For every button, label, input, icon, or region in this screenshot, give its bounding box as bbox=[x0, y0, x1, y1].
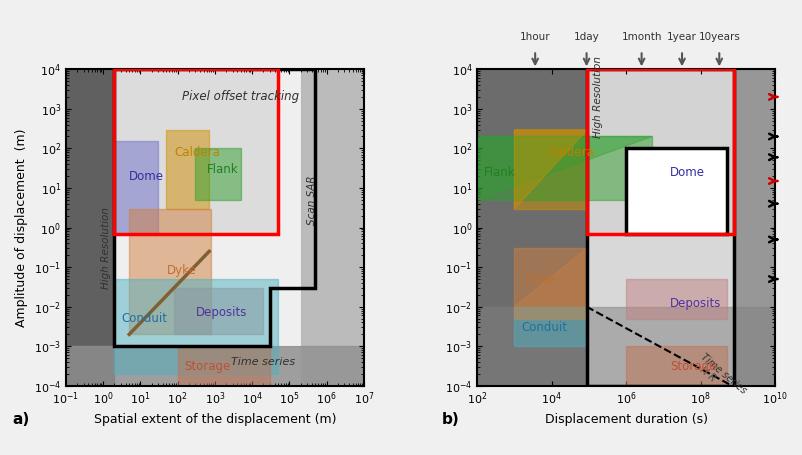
Bar bbox=[514, 130, 586, 209]
Polygon shape bbox=[514, 130, 586, 209]
Bar bbox=[626, 152, 726, 200]
Bar bbox=[66, 69, 114, 386]
Text: Storage: Storage bbox=[669, 360, 715, 374]
Bar bbox=[114, 142, 158, 234]
Text: b): b) bbox=[441, 412, 459, 427]
Bar bbox=[129, 209, 211, 334]
Y-axis label: Amplitude of displacement  (m): Amplitude of displacement (m) bbox=[15, 128, 28, 327]
X-axis label: Spatial extent of the displacement (m): Spatial extent of the displacement (m) bbox=[94, 413, 336, 426]
Bar bbox=[166, 130, 209, 209]
Text: Flank: Flank bbox=[483, 166, 515, 179]
Text: Dome: Dome bbox=[669, 166, 704, 179]
Text: a): a) bbox=[12, 412, 30, 427]
Bar bbox=[195, 148, 241, 200]
Text: Dyke: Dyke bbox=[525, 273, 555, 286]
Bar bbox=[114, 69, 300, 346]
Text: Scan SAR: Scan SAR bbox=[306, 175, 317, 225]
Text: Dyke: Dyke bbox=[166, 264, 196, 278]
Text: Caldera: Caldera bbox=[174, 146, 220, 159]
Text: Dome: Dome bbox=[129, 170, 164, 182]
Text: Deposits: Deposits bbox=[669, 297, 720, 310]
Bar bbox=[733, 69, 774, 386]
Bar bbox=[114, 279, 277, 374]
Bar bbox=[177, 346, 269, 386]
Bar bbox=[476, 69, 585, 386]
Text: 1year: 1year bbox=[666, 31, 696, 41]
Text: Conduit: Conduit bbox=[121, 312, 167, 325]
Bar bbox=[514, 248, 585, 318]
Bar bbox=[626, 346, 726, 386]
Text: H R: H R bbox=[697, 364, 716, 383]
Bar bbox=[585, 69, 733, 234]
Bar bbox=[174, 288, 263, 334]
Bar bbox=[514, 307, 585, 346]
Bar bbox=[114, 69, 277, 234]
Bar bbox=[114, 69, 277, 234]
Bar bbox=[585, 69, 733, 386]
Text: High Resolution: High Resolution bbox=[101, 207, 111, 289]
Text: 10years: 10years bbox=[698, 31, 739, 41]
Text: Caldera: Caldera bbox=[548, 146, 593, 159]
Bar bbox=[476, 136, 651, 200]
Text: 1month: 1month bbox=[621, 31, 661, 41]
Text: Flank: Flank bbox=[206, 162, 238, 176]
Text: Pixel offset tracking: Pixel offset tracking bbox=[182, 91, 299, 103]
Text: Storage: Storage bbox=[184, 360, 230, 374]
Text: Time series: Time series bbox=[698, 352, 747, 396]
X-axis label: Displacement duration (s): Displacement duration (s) bbox=[544, 413, 707, 426]
Text: Time series: Time series bbox=[231, 357, 295, 367]
Bar bbox=[626, 148, 726, 234]
Text: 1hour: 1hour bbox=[519, 31, 550, 41]
Bar bbox=[626, 279, 726, 318]
Polygon shape bbox=[514, 248, 585, 318]
Bar bbox=[300, 69, 363, 386]
Text: Deposits: Deposits bbox=[195, 306, 246, 319]
Polygon shape bbox=[476, 136, 651, 200]
Text: Conduit: Conduit bbox=[520, 321, 566, 334]
Bar bbox=[585, 69, 733, 234]
Text: High Resolution: High Resolution bbox=[593, 56, 602, 138]
Text: 1day: 1day bbox=[573, 31, 599, 41]
